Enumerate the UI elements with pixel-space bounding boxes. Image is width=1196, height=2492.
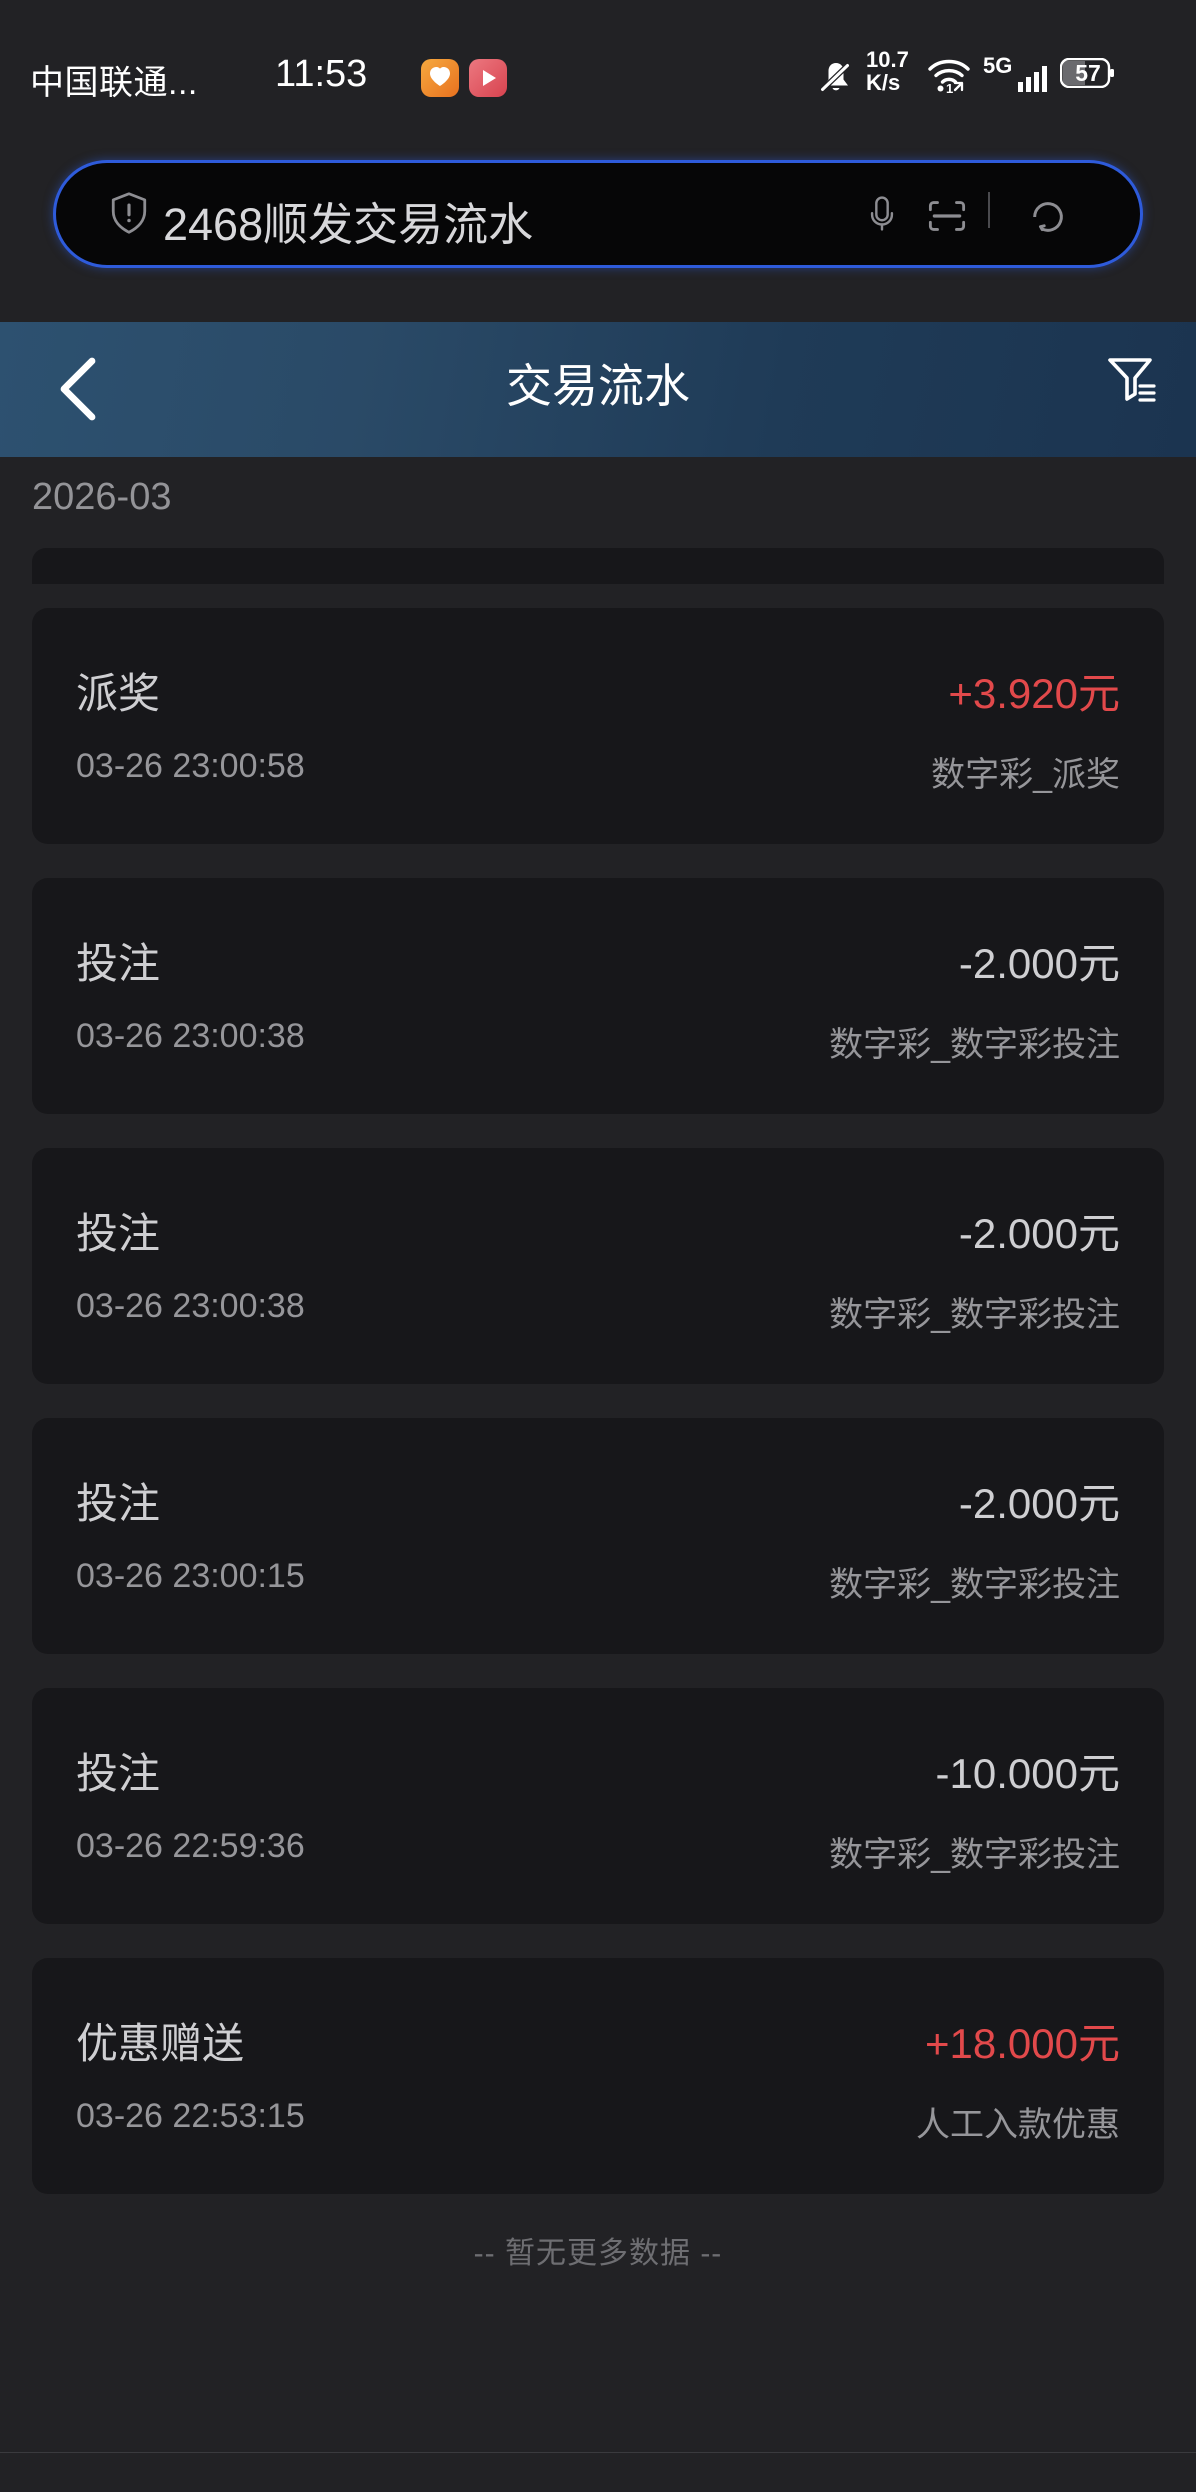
svg-text:1: 1: [946, 81, 953, 96]
